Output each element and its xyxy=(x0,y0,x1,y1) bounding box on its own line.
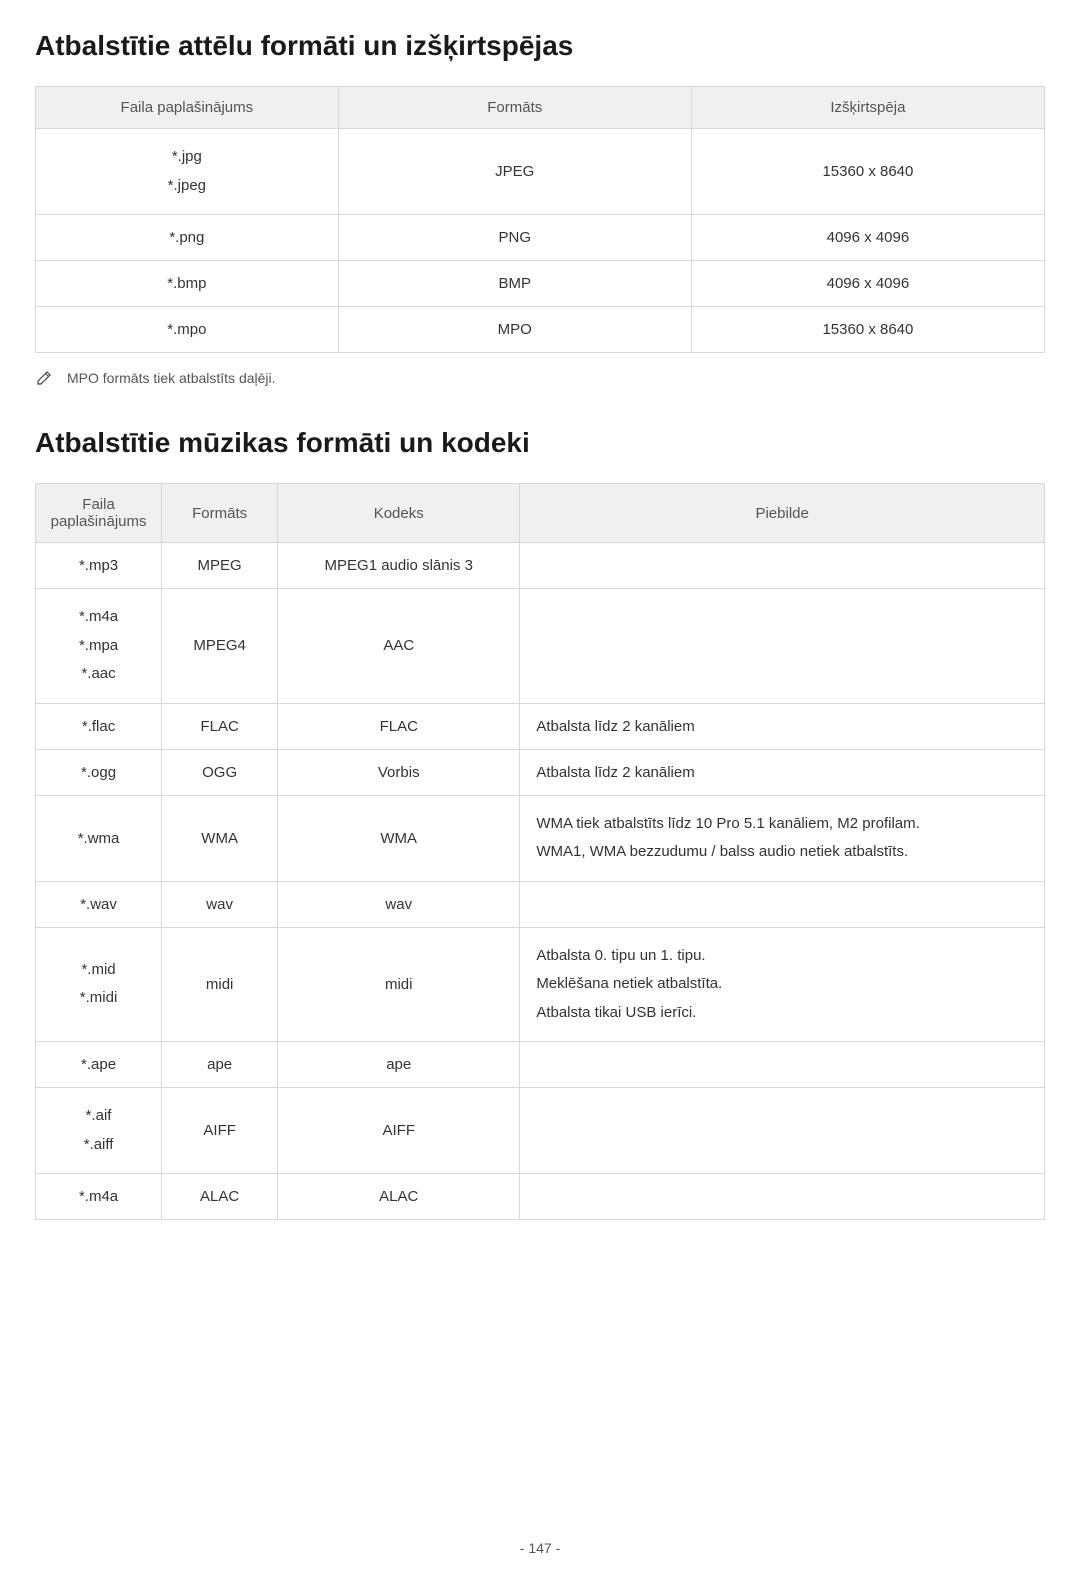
cell-codec: Vorbis xyxy=(278,749,520,795)
col-codec: Kodeks xyxy=(278,484,520,543)
cell-ext: *.ape xyxy=(36,1042,162,1088)
cell-ext: *.aif*.aiff xyxy=(36,1088,162,1174)
table-row: *.flacFLACFLACAtbalsta līdz 2 kanāliem xyxy=(36,703,1045,749)
col-format: Formāts xyxy=(338,87,691,129)
cell-ext: *.wma xyxy=(36,795,162,881)
cell-ext: *.bmp xyxy=(36,261,339,307)
cell-codec: AAC xyxy=(278,589,520,704)
cell-note: WMA tiek atbalstīts līdz 10 Pro 5.1 kanā… xyxy=(520,795,1045,881)
cell-res: 15360 x 8640 xyxy=(691,129,1044,215)
cell-format: JPEG xyxy=(338,129,691,215)
pencil-icon xyxy=(35,369,53,387)
col-ext: Faila paplašinājums xyxy=(36,87,339,129)
cell-ext: *.ogg xyxy=(36,749,162,795)
cell-ext: *.mp3 xyxy=(36,543,162,589)
table-row: *.mp3MPEGMPEG1 audio slānis 3 xyxy=(36,543,1045,589)
cell-ext: *.flac xyxy=(36,703,162,749)
cell-codec: AIFF xyxy=(278,1088,520,1174)
cell-res: 15360 x 8640 xyxy=(691,307,1044,353)
music-section: Atbalstītie mūzikas formāti un kodeki Fa… xyxy=(35,427,1045,1220)
images-section: Atbalstītie attēlu formāti un izšķirtspē… xyxy=(35,30,1045,387)
cell-ext: *.mid*.midi xyxy=(36,927,162,1042)
cell-ext: *.png xyxy=(36,215,339,261)
cell-format: OGG xyxy=(162,749,278,795)
cell-note xyxy=(520,881,1045,927)
music-heading: Atbalstītie mūzikas formāti un kodeki xyxy=(35,427,1045,459)
table-row: *.mid*.midimidimidiAtbalsta 0. tipu un 1… xyxy=(36,927,1045,1042)
cell-format: ape xyxy=(162,1042,278,1088)
cell-note: Atbalsta 0. tipu un 1. tipu.Meklēšana ne… xyxy=(520,927,1045,1042)
cell-codec: midi xyxy=(278,927,520,1042)
cell-format: BMP xyxy=(338,261,691,307)
cell-format: AIFF xyxy=(162,1088,278,1174)
col-note: Piebilde xyxy=(520,484,1045,543)
cell-note xyxy=(520,589,1045,704)
cell-format: WMA xyxy=(162,795,278,881)
table-row: *.jpg*.jpegJPEG15360 x 8640 xyxy=(36,129,1045,215)
cell-res: 4096 x 4096 xyxy=(691,261,1044,307)
col-res: Izšķirtspēja xyxy=(691,87,1044,129)
table-row: *.wavwavwav xyxy=(36,881,1045,927)
cell-ext: *.jpg*.jpeg xyxy=(36,129,339,215)
cell-format: ALAC xyxy=(162,1174,278,1220)
cell-codec: ape xyxy=(278,1042,520,1088)
cell-res: 4096 x 4096 xyxy=(691,215,1044,261)
cell-codec: FLAC xyxy=(278,703,520,749)
table-row: *.m4a*.mpa*.aacMPEG4AAC xyxy=(36,589,1045,704)
images-heading: Atbalstītie attēlu formāti un izšķirtspē… xyxy=(35,30,1045,62)
cell-codec: wav xyxy=(278,881,520,927)
cell-note xyxy=(520,1042,1045,1088)
cell-format: MPO xyxy=(338,307,691,353)
images-table: Faila paplašinājums Formāts Izšķirtspēja… xyxy=(35,86,1045,353)
col-format: Formāts xyxy=(162,484,278,543)
cell-note: Atbalsta līdz 2 kanāliem xyxy=(520,749,1045,795)
cell-ext: *.mpo xyxy=(36,307,339,353)
table-row: *.wmaWMAWMAWMA tiek atbalstīts līdz 10 P… xyxy=(36,795,1045,881)
table-row: *.apeapeape xyxy=(36,1042,1045,1088)
cell-ext: *.wav xyxy=(36,881,162,927)
note-text: MPO formāts tiek atbalstīts daļēji. xyxy=(67,370,276,386)
cell-format: wav xyxy=(162,881,278,927)
cell-codec: ALAC xyxy=(278,1174,520,1220)
cell-codec: WMA xyxy=(278,795,520,881)
cell-ext: *.m4a*.mpa*.aac xyxy=(36,589,162,704)
cell-format: PNG xyxy=(338,215,691,261)
page-number: - 147 - xyxy=(35,1540,1045,1556)
cell-note xyxy=(520,543,1045,589)
table-row: *.aif*.aiffAIFFAIFF xyxy=(36,1088,1045,1174)
music-table: Faila paplašinājums Formāts Kodeks Piebi… xyxy=(35,483,1045,1220)
cell-format: FLAC xyxy=(162,703,278,749)
note-row: MPO formāts tiek atbalstīts daļēji. xyxy=(35,369,1045,387)
cell-format: midi xyxy=(162,927,278,1042)
table-row: *.mpoMPO15360 x 8640 xyxy=(36,307,1045,353)
table-row: *.oggOGGVorbisAtbalsta līdz 2 kanāliem xyxy=(36,749,1045,795)
cell-format: MPEG4 xyxy=(162,589,278,704)
table-row: *.bmpBMP4096 x 4096 xyxy=(36,261,1045,307)
table-row: *.m4aALACALAC xyxy=(36,1174,1045,1220)
cell-ext: *.m4a xyxy=(36,1174,162,1220)
cell-note xyxy=(520,1174,1045,1220)
col-ext: Faila paplašinājums xyxy=(36,484,162,543)
cell-codec: MPEG1 audio slānis 3 xyxy=(278,543,520,589)
cell-note: Atbalsta līdz 2 kanāliem xyxy=(520,703,1045,749)
cell-note xyxy=(520,1088,1045,1174)
table-row: *.pngPNG4096 x 4096 xyxy=(36,215,1045,261)
cell-format: MPEG xyxy=(162,543,278,589)
